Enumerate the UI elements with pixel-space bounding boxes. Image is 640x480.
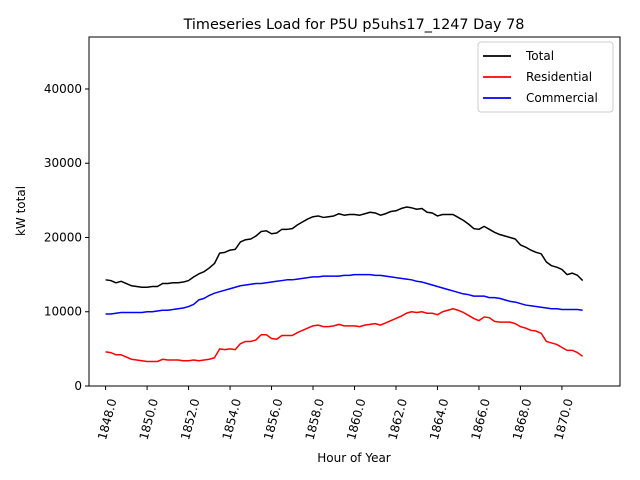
- legend-label-residential: Residential: [526, 70, 592, 84]
- y-tick-label: 10000: [44, 305, 82, 319]
- series-line-total: [105, 206, 584, 288]
- y-tick-label: 0: [74, 379, 82, 393]
- chart-title: Timeseries Load for P5U p5uhs17_1247 Day…: [183, 17, 525, 33]
- y-tick-label: 30000: [44, 156, 82, 170]
- legend-label-commercial: Commercial: [526, 91, 598, 105]
- plot-area: [105, 206, 584, 363]
- y-axis-label: kW total: [14, 186, 28, 236]
- legend-box: [477, 41, 614, 113]
- x-axis-label: Hour of Year: [317, 451, 391, 465]
- legend-label-total: Total: [525, 49, 554, 63]
- series-line-residential: [105, 308, 584, 363]
- series-line-commercial: [105, 273, 583, 315]
- y-tick-label: 20000: [44, 230, 82, 244]
- y-tick-label: 40000: [44, 82, 82, 96]
- legend: Total Residential Commercial: [477, 41, 614, 113]
